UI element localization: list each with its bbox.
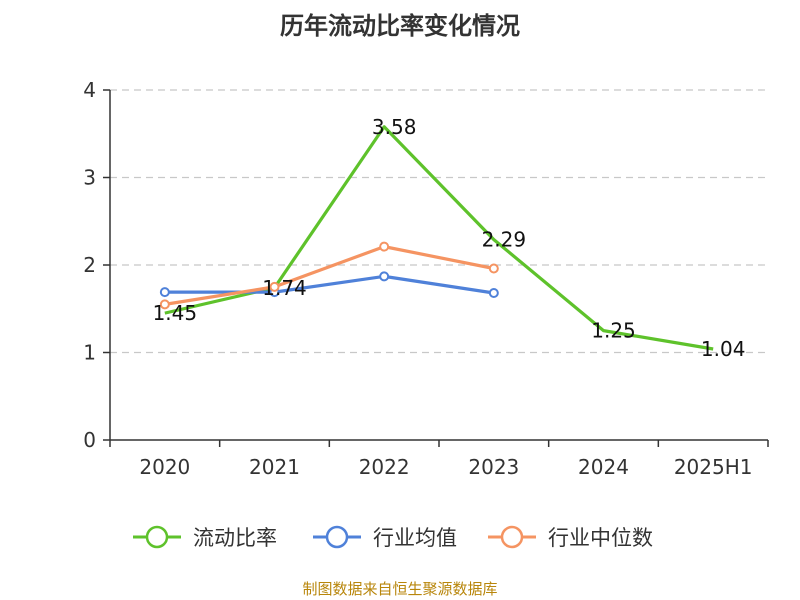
- x-tick-label: 2020: [139, 455, 190, 479]
- data-point[interactable]: [159, 299, 170, 310]
- axes: 0 1 2 3 4 2020 2021 2022 2023 2024 2025H1: [83, 78, 769, 479]
- data-point[interactable]: [379, 241, 390, 252]
- data-label: 3.58: [372, 115, 417, 139]
- data-point[interactable]: [379, 271, 390, 282]
- data-label: 1.45: [153, 301, 198, 325]
- series-lines: [159, 125, 714, 351]
- data-point[interactable]: [488, 263, 499, 274]
- x-tick-label: 2022: [359, 455, 410, 479]
- legend-label[interactable]: 行业中位数: [548, 526, 653, 550]
- data-point[interactable]: [159, 287, 170, 298]
- data-label: 1.04: [701, 337, 746, 361]
- data-label: 2.29: [482, 228, 527, 252]
- chart-title: 历年流动比率变化情况: [280, 12, 520, 40]
- legend-marker: [325, 525, 349, 549]
- data-label: 1.74: [262, 276, 307, 300]
- y-tick-label: 3: [83, 166, 96, 190]
- x-tick-label: 2024: [578, 455, 629, 479]
- y-tick-label: 1: [83, 341, 96, 365]
- series-line-1: [164, 274, 495, 295]
- legend-label[interactable]: 行业均值: [373, 526, 457, 550]
- legend: 流动比率 行业均值 行业中位数: [133, 525, 653, 550]
- y-tick-label: 2: [83, 253, 96, 277]
- x-tick-label: 2025H1: [674, 455, 753, 479]
- data-point[interactable]: [488, 288, 499, 298]
- data-labels: 1.45 1.74 3.58 2.29 1.25 1.04: [153, 115, 746, 361]
- legend-marker: [500, 525, 524, 549]
- source-note: 制图数据来自恒生聚源数据库: [302, 580, 498, 598]
- legend-marker: [145, 525, 169, 549]
- y-tick-label: 0: [83, 428, 96, 452]
- x-tick-label: 2021: [249, 455, 300, 479]
- legend-label[interactable]: 流动比率: [193, 526, 277, 550]
- series-line-2: [164, 245, 495, 306]
- data-point[interactable]: [269, 281, 280, 292]
- data-label: 1.25: [591, 319, 636, 343]
- x-tick-label: 2023: [468, 455, 519, 479]
- gridlines: [110, 89, 768, 354]
- y-tick-label: 4: [83, 78, 96, 102]
- series-line-0: [164, 125, 714, 351]
